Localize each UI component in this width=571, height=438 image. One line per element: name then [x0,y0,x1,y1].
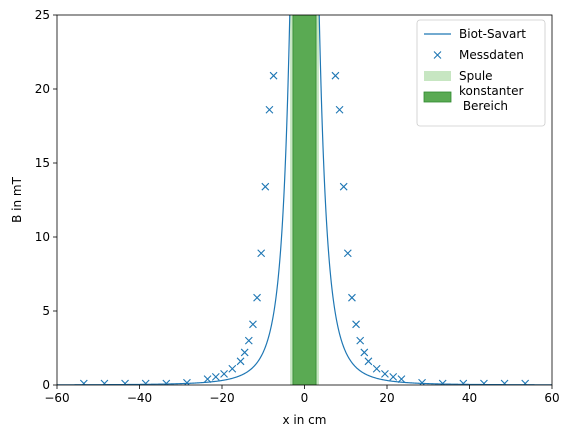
data-point [240,348,249,357]
x-tick-label: −60 [44,391,69,405]
x-tick-label: 40 [462,391,477,405]
data-point [220,370,228,378]
data-point [348,293,356,302]
x-axis-label: x in cm [283,413,327,427]
data-point [249,320,257,329]
data-point [356,336,365,345]
data-point [480,379,488,385]
data-point [343,249,352,258]
legend-marker-handle [433,51,442,59]
legend-label: Messdaten [459,48,524,62]
data-point [211,372,220,381]
data-point [360,348,369,357]
x-tick-label: −20 [209,391,234,405]
data-point [162,379,171,385]
data-point [331,71,340,80]
data-point [364,357,373,366]
data-point [335,105,344,114]
x-tick-label: 60 [544,391,559,405]
data-point [141,379,150,385]
y-tick-label: 15 [35,156,50,170]
biot-savart-line [57,15,552,385]
legend-label: Spule [459,69,493,83]
data-point [203,375,212,383]
x-tick-label: 20 [379,391,394,405]
data-point [352,320,360,329]
data-point [253,293,261,302]
data-point [397,375,406,383]
constant-region [292,15,317,385]
data-point [236,357,245,366]
legend-coil-patch [424,71,451,81]
data-point [121,379,129,385]
data-point [79,379,88,385]
y-axis-label: B in mT [10,176,24,222]
y-tick-label: 5 [42,304,50,318]
data-point [183,378,191,385]
x-tick-label: 0 [301,391,309,405]
y-tick-label: 20 [35,82,50,96]
data-point [521,379,530,385]
legend-constant-patch [423,91,452,103]
data-point [381,370,389,378]
data-point [257,249,266,258]
y-tick-label: 0 [42,378,50,392]
x-tick-label: −40 [127,391,152,405]
legend-label: Biot-Savart [459,27,526,41]
legend-label: konstanter Bereich [459,84,523,113]
data-point [244,336,253,345]
data-point [389,372,398,381]
data-point [438,379,447,385]
data-point [418,378,426,385]
data-point [372,364,381,373]
data-point [100,379,109,385]
data-point [459,379,468,385]
y-tick-label: 10 [35,230,50,244]
data-point [228,364,237,373]
data-point [261,182,270,191]
data-point [500,379,509,385]
data-point [265,105,274,114]
y-tick-label: 25 [35,8,50,22]
data-point [339,182,348,191]
data-point [269,71,278,80]
